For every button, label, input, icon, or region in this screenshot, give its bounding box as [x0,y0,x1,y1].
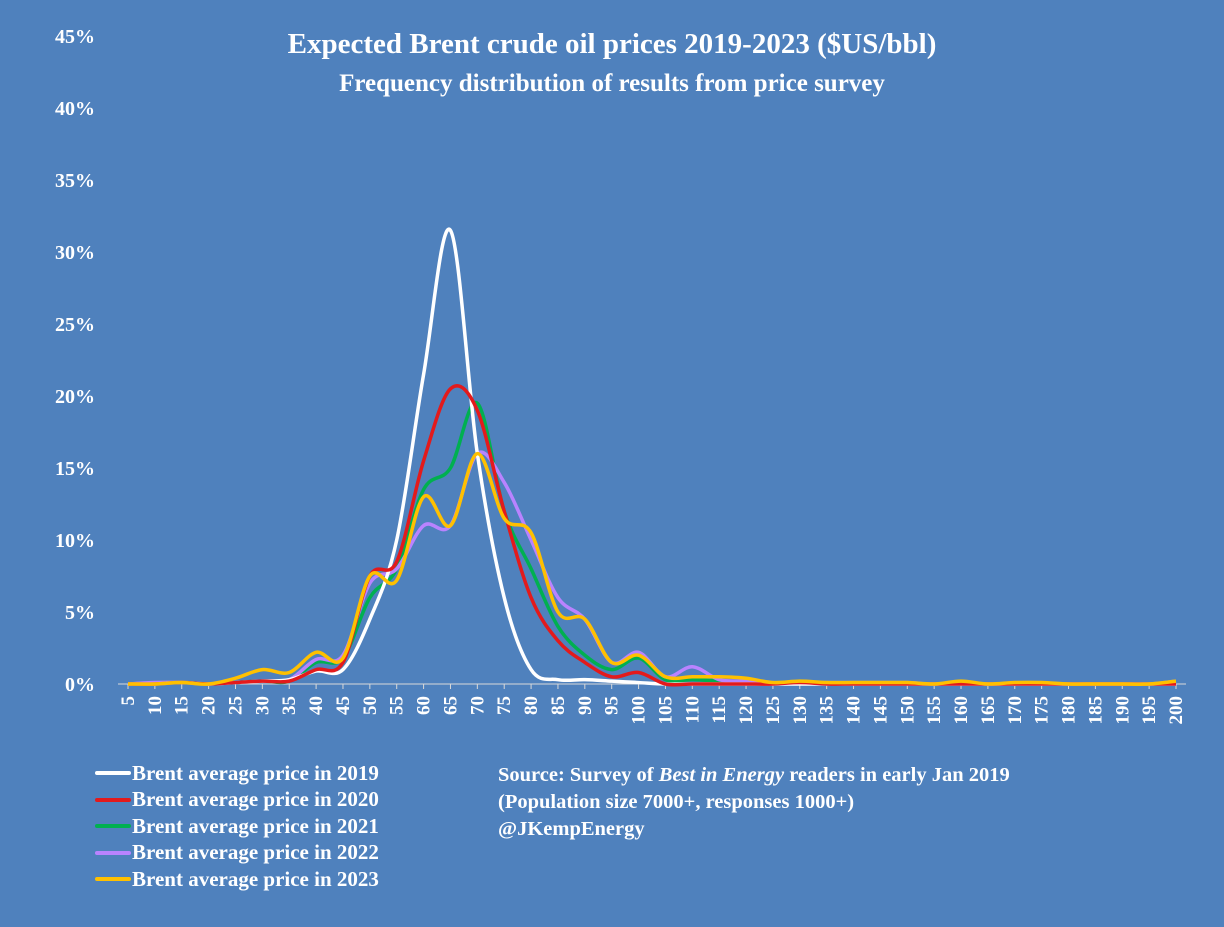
y-tick-label: 20% [55,386,95,408]
x-tick-label: 85 [548,696,569,715]
legend-label: Brent average price in 2023 [132,866,379,891]
source-line-2: (Population size 7000+, responses 1000+) [498,791,855,813]
y-tick-label: 5% [65,602,95,624]
source-prefix: Source: Survey of [498,764,659,786]
source-publication: Best in Energy [658,764,785,786]
y-tick-label: 30% [55,242,95,264]
x-tick-label: 95 [602,696,623,715]
source-line-1: Source: Survey of Best in Energy readers… [498,762,1010,789]
x-tick-label: 30 [252,696,273,715]
x-tick-label: 20 [199,696,220,715]
series-line-2021 [127,401,1177,686]
legend-item-2020: Brent average price in 2020 [95,787,379,814]
x-tick-label: 50 [360,696,381,715]
x-tick-label: 70 [467,696,488,715]
y-tick-label: 45% [55,26,95,48]
chart-subtitle: Frequency distribution of results from p… [339,70,885,97]
y-tick-label: 40% [55,98,95,120]
legend-item-2022: Brent average price in 2022 [95,840,379,867]
legend-label: Brent average price in 2019 [132,760,379,785]
x-tick-label: 185 [1085,696,1106,725]
y-tick-label: 25% [55,314,95,336]
x-tick-label: 90 [575,696,596,715]
legend-label: Brent average price in 2022 [132,840,379,865]
x-tick-label: 25 [225,696,246,715]
x-tick-label: 160 [951,696,972,725]
source-suffix: readers in early Jan 2019 [784,764,1010,786]
x-tick-label: 130 [790,696,811,725]
legend-label: Brent average price in 2021 [132,813,379,838]
x-tick-label: 80 [521,696,542,715]
x-tick-label: 120 [736,696,757,725]
x-tick-label: 150 [897,696,918,725]
source-note: Source: Survey of Best in Energy readers… [498,762,1010,843]
x-tick-label: 145 [870,696,891,725]
legend-swatch [95,824,131,829]
x-tick-label: 195 [1139,696,1160,725]
series-line-2020 [127,384,1176,687]
x-tick-label: 100 [629,696,650,725]
x-tick-label: 105 [655,696,676,725]
source-line-3: @JKempEnergy [498,818,645,840]
y-axis: 0% 5% 10% 15% 20% 25% 30% 35% 40% 45% [55,26,95,696]
x-tick-label: 10 [145,696,166,715]
y-tick-label: 10% [55,530,95,552]
x-tick-label: 5 [118,696,139,706]
x-tick-label: 135 [817,696,838,725]
x-tick-label: 110 [682,696,703,723]
plot-lines [127,227,1177,687]
x-tick-label: 180 [1059,696,1080,725]
x-tick-label: 40 [306,696,327,715]
y-tick-label: 15% [55,458,95,480]
legend-swatch [95,771,131,776]
legend-swatch [95,797,131,802]
x-tick-label: 165 [978,696,999,725]
legend-item-2023: Brent average price in 2023 [95,866,379,893]
x-tick-label: 115 [709,696,730,723]
x-tick-label: 55 [387,696,408,715]
series-line-2023 [127,451,1177,686]
x-tick-label: 35 [279,696,300,715]
x-tick-label: 60 [414,696,435,715]
legend: Brent average price in 2019 Brent average… [95,760,379,893]
legend-item-2019: Brent average price in 2019 [95,760,379,787]
x-tick-label: 75 [494,696,515,715]
x-tick-label: 15 [172,696,193,715]
x-tick-label: 175 [1032,696,1053,725]
legend-swatch [95,877,131,882]
series-line-2019 [127,227,1176,686]
y-tick-label: 35% [55,170,95,192]
x-tick-label: 170 [1005,696,1026,725]
x-tick-label: 125 [763,696,784,725]
x-tick-label: 200 [1166,696,1187,725]
legend-label: Brent average price in 2020 [132,787,379,812]
x-axis: 5 10 15 20 25 30 35 40 45 50 55 60 65 70 75 80 85 90 95 100… [118,684,1187,725]
x-tick-label: 45 [333,696,354,715]
x-tick-label: 190 [1112,696,1133,725]
series-line-2022 [127,450,1177,686]
chart-title: Expected Brent crude oil prices 2019-202… [287,28,937,60]
x-tick-label: 155 [924,696,945,725]
y-tick-label: 0% [65,674,95,696]
x-tick-label: 65 [440,696,461,715]
legend-swatch [95,850,131,855]
legend-item-2021: Brent average price in 2021 [95,813,379,840]
x-tick-label: 140 [844,696,865,725]
